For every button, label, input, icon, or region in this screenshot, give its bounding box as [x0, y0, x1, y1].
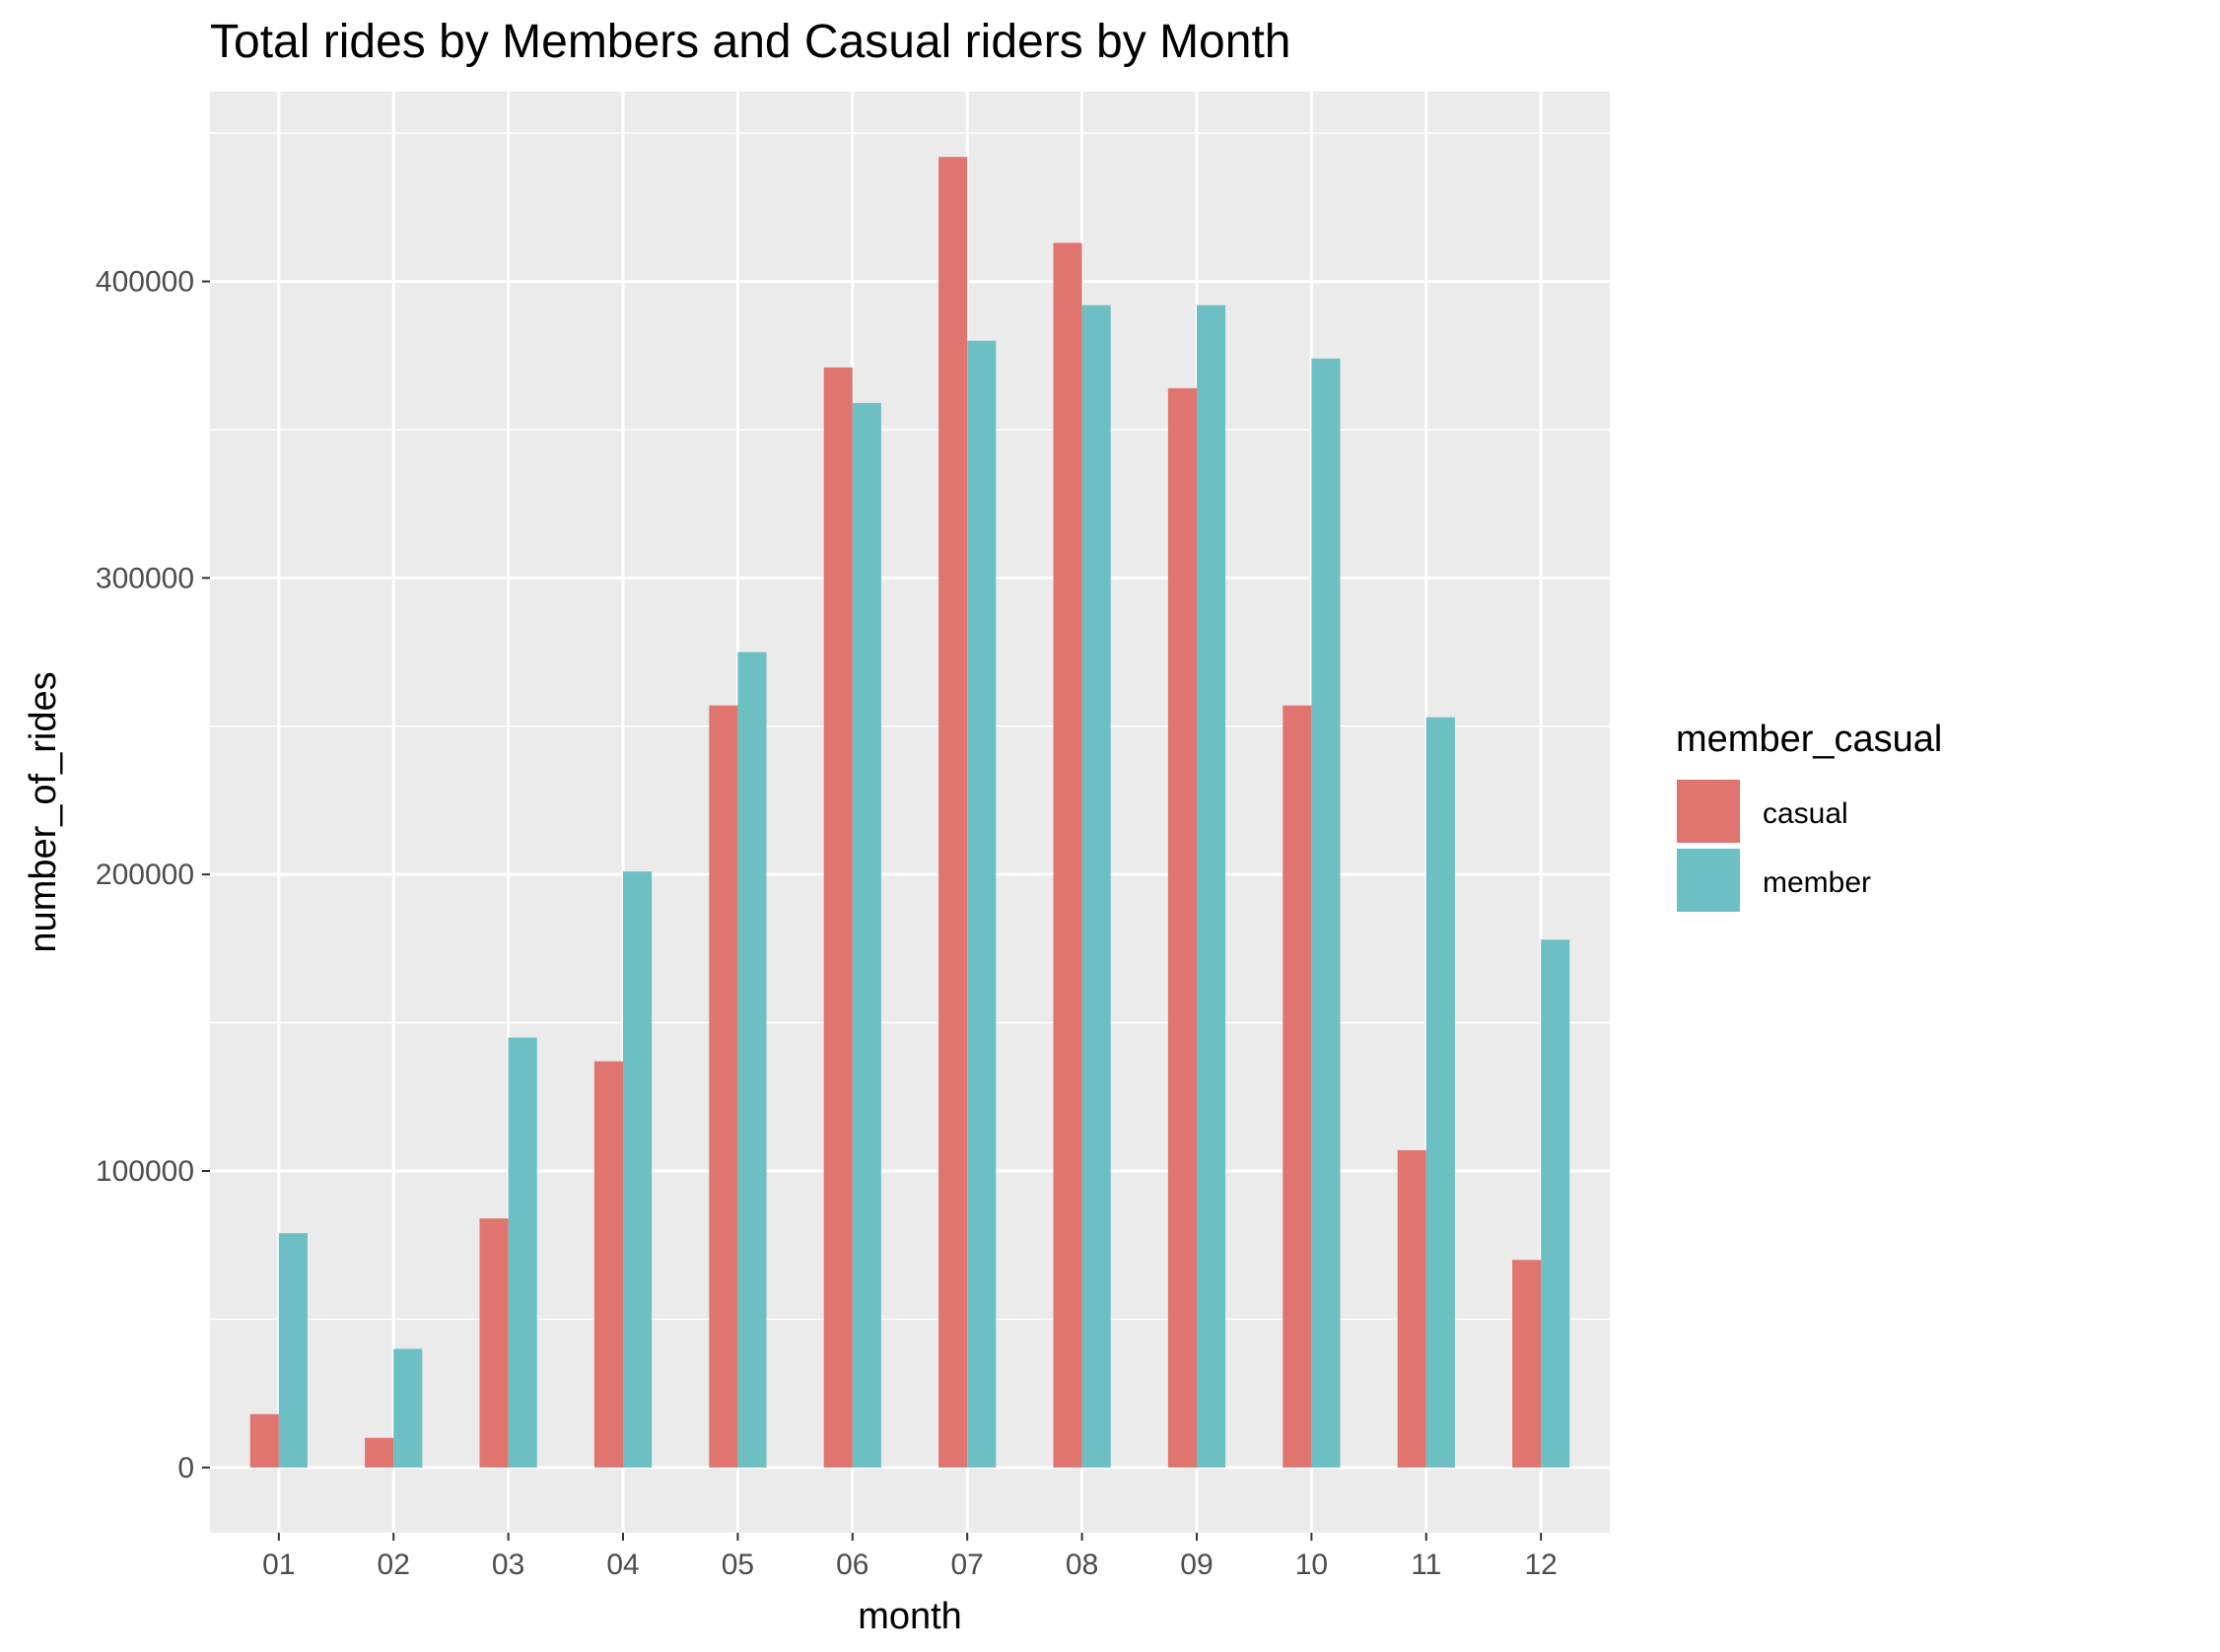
bar-casual-06	[823, 367, 853, 1468]
legend-label-casual: casual	[1763, 797, 1848, 830]
y-axis-title: number_of_rides	[23, 671, 64, 952]
bar-member-06	[852, 402, 881, 1468]
x-tick-label: 08	[1066, 1549, 1098, 1581]
y-tick-label: 100000	[96, 1155, 194, 1188]
legend-key-casual	[1675, 778, 1742, 845]
legend: member_casual casual member	[1675, 719, 1942, 914]
bars	[249, 157, 1570, 1468]
bar-casual-01	[249, 1413, 279, 1468]
bar-member-12	[1541, 939, 1570, 1468]
bar-casual-03	[479, 1218, 509, 1468]
x-axis-title: month	[858, 1596, 962, 1637]
x-tick-label: 11	[1411, 1549, 1441, 1581]
bar-casual-12	[1512, 1260, 1542, 1468]
x-tick-label: 09	[1180, 1549, 1213, 1581]
x-axis-ticks: 01 02 03 04 05 06 07 08 09 10 11 12	[262, 1533, 1558, 1581]
x-tick-label: 02	[378, 1549, 410, 1581]
y-tick-label: 400000	[96, 266, 194, 299]
y-tick-label: 200000	[96, 859, 194, 891]
bar-member-02	[393, 1348, 423, 1468]
bar-casual-11	[1397, 1149, 1426, 1468]
bar-casual-08	[1053, 242, 1082, 1468]
x-tick-label: 04	[606, 1549, 639, 1581]
legend-key-member	[1675, 847, 1742, 914]
legend-label-member: member	[1763, 866, 1871, 899]
x-tick-label: 12	[1524, 1549, 1557, 1581]
x-tick-label: 03	[492, 1549, 524, 1581]
bar-member-03	[508, 1037, 537, 1468]
x-tick-label: 01	[262, 1549, 295, 1581]
chart-title: Total rides by Members and Casual riders…	[210, 16, 1290, 68]
bar-casual-09	[1167, 387, 1197, 1468]
bar-member-08	[1081, 305, 1111, 1468]
bar-member-05	[737, 652, 767, 1468]
bar-casual-02	[365, 1437, 394, 1468]
bar-casual-10	[1283, 705, 1312, 1468]
bar-member-01	[278, 1233, 308, 1468]
y-tick-label: 0	[177, 1452, 194, 1484]
y-tick-label: 300000	[96, 562, 194, 594]
x-tick-label: 05	[722, 1549, 754, 1581]
x-tick-label: 10	[1295, 1549, 1328, 1581]
x-tick-label: 06	[836, 1549, 868, 1581]
bar-member-07	[967, 340, 997, 1468]
bar-member-11	[1425, 717, 1455, 1468]
bar-casual-05	[709, 705, 738, 1468]
legend-title: member_casual	[1676, 719, 1942, 760]
bar-casual-04	[593, 1061, 624, 1468]
bar-member-10	[1311, 358, 1341, 1468]
bar-member-04	[623, 871, 653, 1468]
y-axis-ticks: 0 100000 200000 300000 400000	[96, 266, 210, 1484]
x-tick-label: 07	[951, 1549, 984, 1581]
bar-casual-07	[938, 157, 968, 1468]
legend-items: casual member	[1675, 778, 1871, 914]
plot-panel	[210, 92, 1610, 1533]
bar-member-09	[1196, 305, 1226, 1468]
